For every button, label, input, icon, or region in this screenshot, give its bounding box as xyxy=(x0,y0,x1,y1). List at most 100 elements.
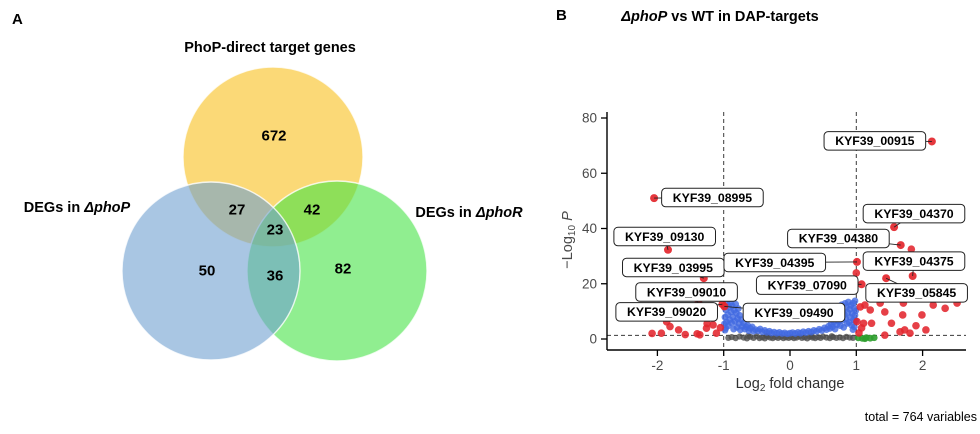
venn-count-phop-only: 50 xyxy=(198,262,216,280)
venn-circle-degs-phop xyxy=(121,181,301,361)
gene-label-text: KYF39_07090 xyxy=(768,278,847,292)
gene-label-text: KYF39_04375 xyxy=(874,254,953,268)
volcano-point-fc_p xyxy=(857,324,866,332)
y-tick-label: 60 xyxy=(582,166,597,181)
gene-label-box xyxy=(635,282,738,302)
venn-count-direct-and-phor: 42 xyxy=(303,201,321,219)
gene-label-box xyxy=(787,228,890,249)
gene-label-text: KYF39_09020 xyxy=(627,305,706,319)
volcano-point-fc_p xyxy=(712,329,721,337)
gene-label-box xyxy=(755,275,859,295)
y-tick-label: 40 xyxy=(582,221,597,236)
volcano-point-ns xyxy=(828,333,835,340)
gene-label-box xyxy=(862,251,966,271)
volcano-point-fc_p xyxy=(898,311,907,319)
venn-set-label-degs-phop: DEGs in ΔphoP xyxy=(24,200,130,216)
gene-label-text: KYF39_09490 xyxy=(754,306,833,320)
gene-label-box xyxy=(613,226,716,247)
gene-label-text: KYF39_09010 xyxy=(647,285,726,299)
volcano-point-fc_p xyxy=(709,321,717,329)
gene-label-box xyxy=(862,203,966,224)
panel-a-label: A xyxy=(12,11,23,28)
volcano-point-ns xyxy=(849,334,857,341)
x-tick-label: -2 xyxy=(651,358,663,373)
x-tick-label: 2 xyxy=(919,358,927,373)
volcano-point-fc_p xyxy=(681,330,690,339)
gene-label-box xyxy=(865,283,968,303)
volcano-point-fc_p xyxy=(918,311,926,319)
gene-label-KYF39_07090: KYF39_07090 xyxy=(755,275,859,295)
volcano-point-fc xyxy=(870,334,878,342)
volcano-point-fc_p xyxy=(912,321,920,330)
gene-label-box xyxy=(615,302,718,322)
volcano-point-ns xyxy=(745,332,752,340)
gene-label-box xyxy=(723,252,827,273)
gene-label-text: KYF39_09130 xyxy=(625,230,704,244)
gene-label-text: KYF39_00915 xyxy=(835,134,914,148)
gene-label-KYF39_04375: KYF39_04375 xyxy=(862,251,966,271)
gene-label-text: KYF39_04370 xyxy=(874,207,953,221)
gene-label-text: KYF39_04395 xyxy=(735,256,814,270)
venn-count-phor-only: 82 xyxy=(334,260,352,278)
volcano-point-fc_p xyxy=(867,319,876,328)
volcano-point-fc_p xyxy=(941,304,949,313)
y-tick-label: 0 xyxy=(589,332,597,347)
gene-label-box xyxy=(823,131,927,151)
volcano-point-fc_p xyxy=(853,317,861,326)
venn-set-label-left-italic: ΔphoP xyxy=(84,200,131,216)
gene-label-KYF39_05845: KYF39_05845 xyxy=(865,283,968,303)
x-axis-title: Log2 fold change xyxy=(736,376,845,394)
volcano-point-fc_p xyxy=(861,301,869,309)
panel-b-label: B xyxy=(556,7,567,24)
gene-label-KYF39_04395: KYF39_04395 xyxy=(723,252,827,273)
gene-label-KYF39_03995: KYF39_03995 xyxy=(622,257,725,278)
gene-label-text: KYF39_04380 xyxy=(799,232,878,246)
volcano-title-italic: ΔphoP xyxy=(621,9,668,25)
x-tick-label: -1 xyxy=(718,358,730,373)
gene-label-text: KYF39_08995 xyxy=(673,191,752,205)
gene-label-text: KYF39_03995 xyxy=(634,261,713,275)
volcano-point-fc_p xyxy=(648,329,656,338)
volcano-title-text: vs WT in DAP-targets xyxy=(667,9,819,25)
volcano-point-fc_p xyxy=(716,323,725,332)
gene-label-text: KYF39_05845 xyxy=(877,286,956,300)
volcano-point-fc_p xyxy=(922,326,930,334)
gene-label-KYF39_04380: KYF39_04380 xyxy=(787,228,890,249)
volcano-point-fc_p xyxy=(881,308,889,316)
volcano-title: ΔphoP vs WT in DAP-targets xyxy=(621,9,818,25)
volcano-point-fc_p xyxy=(907,245,916,254)
gene-label-KYF39_09130: KYF39_09130 xyxy=(613,226,716,247)
venn-count-direct-and-phop: 27 xyxy=(228,201,246,219)
gene-label-box xyxy=(742,302,846,323)
volcano-point-p xyxy=(734,305,742,313)
venn-set-label-degs-phor: DEGs in ΔphoR xyxy=(415,205,522,221)
volcano-footnote: total = 764 variables xyxy=(864,410,977,424)
gene-label-box xyxy=(661,187,764,208)
volcano-point-fc_p xyxy=(866,306,875,314)
venn-diagram xyxy=(121,66,428,362)
volcano-point-fc_p xyxy=(881,331,889,339)
volcano-point-fc xyxy=(861,335,869,343)
venn-count-all-three: 23 xyxy=(266,221,284,239)
venn-set-label-right-text: DEGs in xyxy=(415,205,476,221)
y-tick-label: 80 xyxy=(582,111,597,126)
volcano-point-fc_p xyxy=(696,331,704,339)
y-axis-title: −Log10 P xyxy=(560,211,578,269)
volcano-point-fc_p xyxy=(657,329,666,337)
x-tick-label: 0 xyxy=(786,358,794,373)
gene-label-KYF39_09020: KYF39_09020 xyxy=(615,302,718,322)
volcano-point-p xyxy=(851,297,859,305)
gene-label-KYF39_04370: KYF39_04370 xyxy=(862,203,966,224)
volcano-point-fc_p xyxy=(887,319,896,328)
venn-count-phop-and-phor: 36 xyxy=(266,267,284,285)
y-tick-label: 20 xyxy=(582,276,597,291)
volcano-point-fc_p xyxy=(852,269,861,277)
venn-set-label-right-italic: ΔphoR xyxy=(475,205,523,221)
volcano-point-fc_p xyxy=(674,326,683,334)
venn-set-label-left-text: DEGs in xyxy=(23,200,85,216)
venn-count-direct-only: 672 xyxy=(261,127,287,145)
volcano-point-fc_p xyxy=(906,329,914,337)
gene-label-KYF39_09490: KYF39_09490 xyxy=(742,302,846,323)
volcano-point-fc_p xyxy=(929,301,938,309)
